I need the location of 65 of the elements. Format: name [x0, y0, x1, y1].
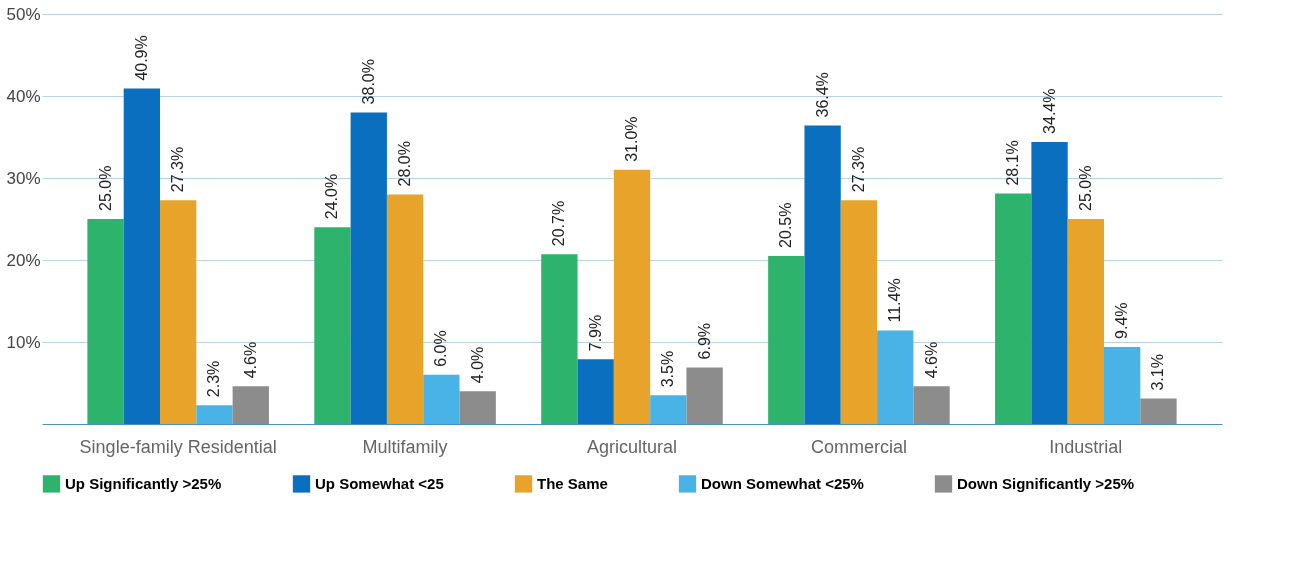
bar — [768, 255, 805, 424]
legend-label: The Same — [537, 474, 608, 492]
data-label: 27.3% — [849, 146, 867, 193]
data-label: 2.3% — [205, 360, 223, 398]
data-label: 36.4% — [813, 72, 831, 118]
data-label: 20.7% — [550, 200, 568, 247]
bar — [877, 330, 914, 424]
data-label: 4.6% — [922, 341, 940, 379]
bar — [232, 386, 269, 424]
data-label: 3.5% — [659, 350, 677, 388]
data-label: 25.0% — [96, 165, 114, 211]
data-label: 6.9% — [695, 322, 713, 360]
data-label: 4.6% — [241, 341, 259, 379]
bar — [196, 405, 233, 424]
bar — [87, 219, 124, 424]
bar — [650, 395, 687, 424]
bar — [804, 125, 841, 424]
bar — [840, 200, 878, 424]
y-tick-label: 10% — [6, 332, 41, 352]
bar — [350, 112, 387, 424]
data-label: 38.0% — [359, 59, 377, 105]
x-tick-label: Agricultural — [586, 436, 678, 457]
bar — [913, 386, 950, 424]
x-tick-label: Multifamily — [362, 436, 448, 457]
bar — [686, 367, 723, 424]
data-label: 34.4% — [1040, 88, 1058, 134]
data-label: 31.0% — [623, 116, 640, 162]
legend-label: Down Significantly >25% — [957, 474, 1135, 492]
y-tick-label: 50% — [6, 4, 41, 24]
bar — [1031, 141, 1068, 424]
bar — [1140, 398, 1177, 424]
y-tick-label: 20% — [6, 250, 41, 270]
bar — [613, 169, 651, 424]
data-label: 28.0% — [396, 141, 414, 187]
legend-label: Up Significantly >25% — [65, 474, 222, 492]
bar — [995, 193, 1032, 424]
bar — [314, 227, 351, 424]
bar — [1104, 346, 1141, 424]
data-label: 11.4% — [886, 278, 904, 323]
bar — [577, 359, 614, 424]
data-label: 24.0% — [323, 173, 341, 220]
data-label: 6.0% — [432, 330, 450, 367]
data-label: 4.0% — [468, 346, 486, 384]
x-tick-label: Industrial — [1049, 436, 1123, 457]
x-tick-label: Commercial — [810, 436, 907, 457]
data-label: 7.9% — [586, 314, 604, 352]
data-label: 40.9% — [132, 35, 150, 81]
y-tick-label: 30% — [6, 168, 41, 188]
bar — [123, 88, 160, 424]
data-label: 28.1% — [1004, 140, 1022, 186]
bar — [1067, 219, 1104, 424]
bar — [459, 391, 496, 424]
y-tick-label: 40% — [6, 86, 41, 106]
data-label: 20.5% — [777, 202, 795, 248]
bar — [423, 374, 460, 424]
data-label: 9.4% — [1113, 302, 1131, 339]
data-label: 3.1% — [1149, 354, 1167, 391]
legend-label: Up Somewhat <25 — [315, 474, 444, 492]
legend-label: Down Somewhat <25% — [701, 474, 864, 492]
x-tick-label: Single-family Residential — [79, 436, 277, 457]
data-label: 25.0% — [1076, 165, 1094, 211]
bar — [541, 254, 578, 424]
bar — [386, 194, 424, 424]
bar — [160, 200, 197, 424]
data-label: 27.3% — [169, 146, 187, 193]
